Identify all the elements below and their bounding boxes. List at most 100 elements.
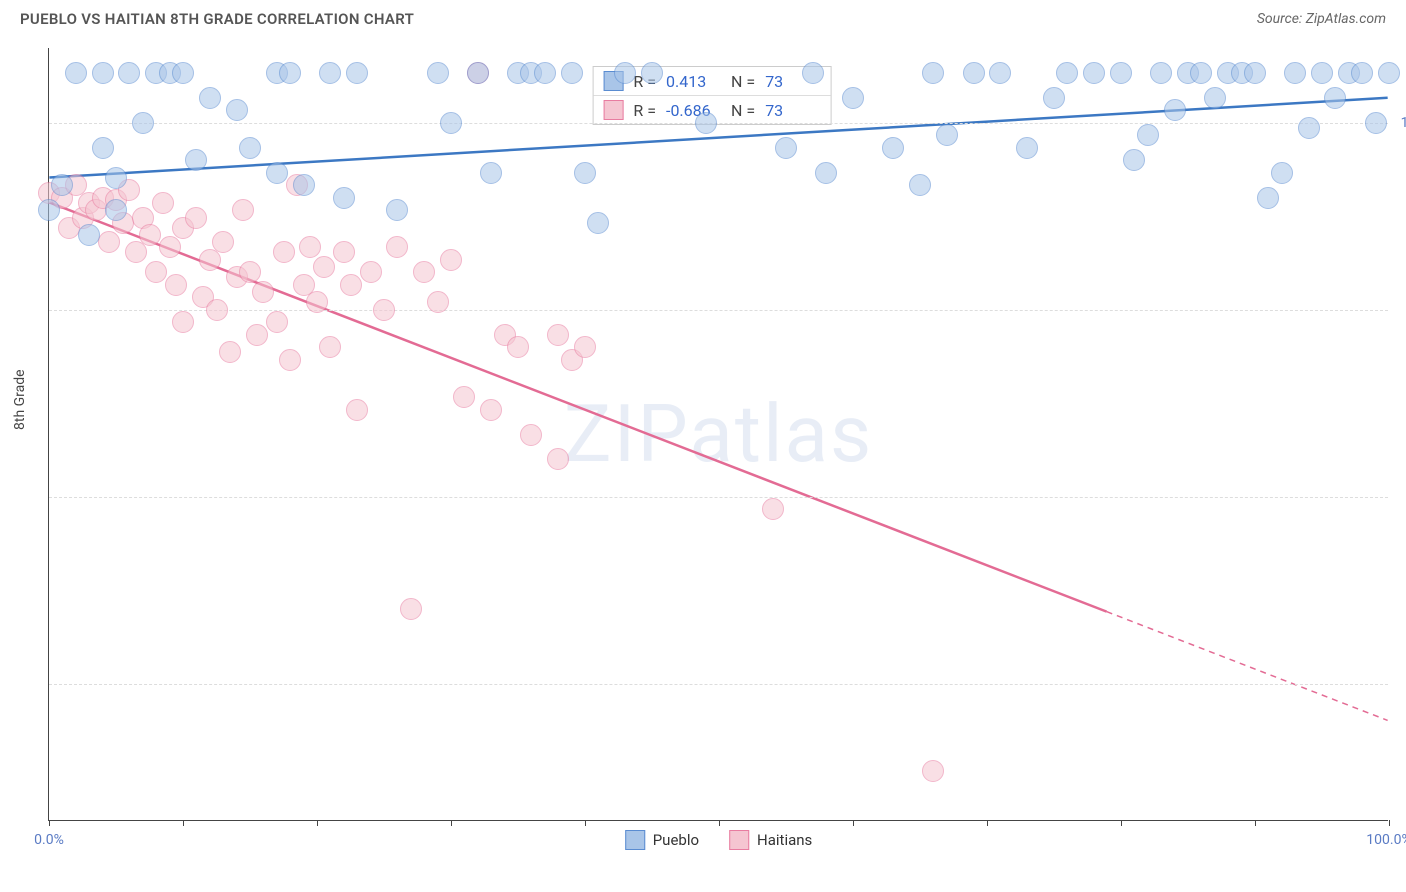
haitians-point	[313, 256, 335, 278]
pueblo-point	[346, 62, 368, 84]
r-value-pueblo: 0.413	[666, 72, 721, 91]
pueblo-point	[695, 112, 717, 134]
haitians-point	[413, 261, 435, 283]
grid-line	[49, 310, 1388, 311]
haitians-point	[507, 336, 529, 358]
pueblo-point	[614, 62, 636, 84]
pueblo-swatch-icon	[625, 830, 645, 850]
haitians-point	[165, 274, 187, 296]
haitians-point	[232, 199, 254, 221]
pueblo-point	[534, 62, 556, 84]
pueblo-point	[1351, 62, 1373, 84]
pueblo-point	[1137, 124, 1159, 146]
pueblo-point	[1016, 137, 1038, 159]
haitians-swatch-icon	[603, 100, 623, 120]
haitians-point	[172, 311, 194, 333]
haitians-point	[206, 299, 228, 321]
pueblo-point	[266, 162, 288, 184]
pueblo-point	[1123, 149, 1145, 171]
haitians-point	[453, 386, 475, 408]
pueblo-point	[1204, 87, 1226, 109]
chart-legend: Pueblo Haitians	[625, 830, 813, 850]
pueblo-point	[467, 62, 489, 84]
pueblo-point	[815, 162, 837, 184]
grid-line	[49, 497, 1388, 498]
pueblo-point	[118, 62, 140, 84]
watermark-text: ZIPatlas	[564, 387, 874, 481]
x-tick	[585, 820, 586, 826]
x-tick	[1389, 820, 1390, 826]
haitians-point	[340, 274, 362, 296]
pueblo-point	[989, 62, 1011, 84]
haitians-point	[279, 349, 301, 371]
pueblo-point	[909, 174, 931, 196]
pueblo-point	[574, 162, 596, 184]
haitians-point	[239, 261, 261, 283]
chart-plot-area: ZIPatlas R = 0.413 N = 73 R = -0.686 N =…	[48, 48, 1388, 821]
pueblo-point	[279, 62, 301, 84]
haitians-point	[159, 236, 181, 258]
haitians-point	[360, 261, 382, 283]
pueblo-point	[78, 224, 100, 246]
chart-header: PUEBLO VS HAITIAN 8TH GRADE CORRELATION …	[0, 0, 1406, 33]
pueblo-point	[427, 62, 449, 84]
pueblo-point	[882, 137, 904, 159]
pueblo-point	[936, 124, 958, 146]
pueblo-point	[1164, 99, 1186, 121]
haitians-point	[547, 324, 569, 346]
haitians-point	[574, 336, 596, 358]
legend-item-pueblo: Pueblo	[625, 830, 699, 850]
chart-source: Source: ZipAtlas.com	[1257, 11, 1386, 27]
grid-line	[49, 684, 1388, 685]
x-tick	[853, 820, 854, 826]
x-tick	[719, 820, 720, 826]
x-tick	[317, 820, 318, 826]
pueblo-point	[1284, 62, 1306, 84]
pueblo-point	[1257, 187, 1279, 209]
x-tick-label: 100.0%	[1366, 832, 1406, 848]
x-tick	[987, 820, 988, 826]
haitians-point	[152, 192, 174, 214]
haitians-point	[480, 399, 502, 421]
x-tick	[183, 820, 184, 826]
pueblo-point	[1244, 62, 1266, 84]
haitians-point	[386, 236, 408, 258]
r-label: R =	[633, 101, 656, 120]
pueblo-point	[105, 167, 127, 189]
haitians-point	[922, 760, 944, 782]
pueblo-point	[386, 199, 408, 221]
pueblo-point	[440, 112, 462, 134]
haitians-point	[273, 241, 295, 263]
pueblo-point	[1311, 62, 1333, 84]
pueblo-point	[775, 137, 797, 159]
haitians-point	[319, 336, 341, 358]
haitians-point	[219, 341, 241, 363]
pueblo-point	[1150, 62, 1172, 84]
pueblo-point	[239, 137, 261, 159]
pueblo-point	[963, 62, 985, 84]
pueblo-point	[172, 62, 194, 84]
pueblo-point	[319, 62, 341, 84]
pueblo-point	[199, 87, 221, 109]
haitians-point	[346, 399, 368, 421]
pueblo-point	[922, 62, 944, 84]
pueblo-point	[185, 149, 207, 171]
y-axis-label: 8th Grade	[12, 369, 28, 430]
haitians-point	[762, 498, 784, 520]
pueblo-point	[132, 112, 154, 134]
x-tick	[451, 820, 452, 826]
pueblo-point	[1043, 87, 1065, 109]
haitians-point	[252, 281, 274, 303]
x-tick	[49, 820, 50, 826]
haitians-point	[440, 249, 462, 271]
pueblo-point	[333, 187, 355, 209]
haitians-point	[427, 291, 449, 313]
y-tick-label: 100.0%	[1401, 115, 1406, 131]
n-value-haitians: 73	[765, 101, 820, 120]
pueblo-point	[480, 162, 502, 184]
pueblo-point	[293, 174, 315, 196]
haitians-point	[185, 207, 207, 229]
pueblo-point	[1298, 117, 1320, 139]
x-tick	[1255, 820, 1256, 826]
haitians-point	[299, 236, 321, 258]
